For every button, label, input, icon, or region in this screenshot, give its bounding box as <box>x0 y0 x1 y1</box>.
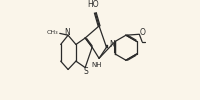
Text: N: N <box>65 28 70 37</box>
Text: HO: HO <box>87 0 99 9</box>
Text: O: O <box>140 28 146 37</box>
Text: CH₃: CH₃ <box>46 30 58 35</box>
Text: NH: NH <box>92 62 102 68</box>
Text: N: N <box>109 40 115 49</box>
Text: S: S <box>83 67 88 76</box>
